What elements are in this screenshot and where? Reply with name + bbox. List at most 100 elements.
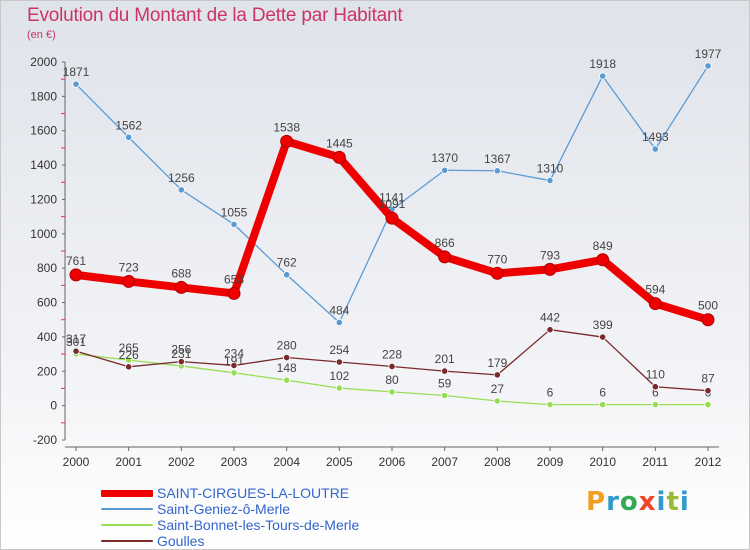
data-label-saint-bonnet-les-tours-de-merle: 6 [652, 386, 659, 400]
data-label-saint-geniez-o-merle: 1871 [63, 65, 90, 79]
x-tick-label-2001: 2001 [115, 455, 142, 469]
data-point-goulles [441, 367, 449, 375]
legend-label-saint-bonnet: Saint-Bonnet-les-Tours-de-Merle [157, 517, 360, 533]
data-point-saint-cirgues-la-loutre [490, 266, 504, 280]
y-tick-label: 1800 [30, 89, 57, 103]
data-point-goulles [283, 353, 291, 362]
data-point-goulles [230, 361, 238, 370]
data-label-goulles: 110 [646, 368, 665, 382]
legend-label-goulles: Goulles [157, 533, 205, 549]
data-label-saint-cirgues-la-loutre: 849 [593, 239, 613, 253]
data-label-saint-geniez-o-merle: 1055 [221, 205, 248, 219]
data-point-saint-cirgues-la-loutre [122, 274, 136, 288]
x-tick-label-2002: 2002 [168, 455, 195, 469]
data-point-goulles [125, 363, 133, 371]
data-point-saint-geniez-o-merle [72, 80, 80, 88]
data-point-saint-geniez-o-merle [230, 220, 238, 228]
data-label-saint-bonnet-les-tours-de-merle: 6 [547, 386, 554, 400]
data-label-goulles: 228 [382, 347, 402, 361]
data-label-saint-bonnet-les-tours-de-merle: 80 [385, 373, 399, 387]
data-label-saint-cirgues-la-loutre: 723 [119, 260, 139, 274]
data-label-saint-bonnet-les-tours-de-merle: 27 [491, 382, 505, 396]
data-point-saint-bonnet-les-tours-de-merle [651, 401, 659, 409]
data-point-goulles [546, 326, 554, 334]
data-label-saint-cirgues-la-loutre: 1091 [379, 197, 406, 211]
data-label-saint-bonnet-les-tours-de-merle: 102 [329, 369, 349, 383]
x-tick-label-2007: 2007 [431, 455, 458, 469]
x-tick-label-2011: 2011 [642, 455, 668, 469]
x-tick-label-2009: 2009 [537, 455, 564, 469]
x-tick-label-2010: 2010 [589, 455, 616, 469]
chart-subtitle: (en €) [27, 29, 56, 41]
data-label-saint-cirgues-la-loutre: 500 [698, 299, 718, 313]
data-point-goulles [177, 358, 185, 366]
data-point-saint-cirgues-la-loutre [438, 250, 452, 264]
data-label-saint-bonnet-les-tours-de-merle: 265 [119, 341, 139, 355]
x-tick-label-2004: 2004 [273, 455, 300, 469]
y-tick-label: 1600 [30, 124, 57, 138]
data-label-saint-bonnet-les-tours-de-merle: 148 [277, 361, 297, 375]
data-label-saint-cirgues-la-loutre: 688 [171, 266, 191, 280]
data-point-saint-bonnet-les-tours-de-merle [441, 391, 449, 400]
data-label-goulles: 234 [224, 346, 244, 360]
data-point-saint-bonnet-les-tours-de-merle [283, 376, 291, 384]
data-point-saint-geniez-o-merle [335, 318, 343, 327]
series-saint-geniez-o-merle: 1871 1562 1256 1055 762 484 1141 1370 1367 1310 19… [63, 47, 722, 327]
data-point-saint-geniez-o-merle [599, 72, 607, 80]
series-saint-cirgues-la-loutre: 761 723 688 653 1538 1445 1091 866 770 793 849 594 5… [66, 120, 718, 327]
data-label-saint-geniez-o-merle: 1977 [695, 47, 722, 61]
data-label-saint-cirgues-la-loutre: 653 [224, 272, 244, 286]
data-label-goulles: 442 [540, 311, 560, 325]
data-label-saint-bonnet-les-tours-de-merle: 6 [599, 386, 606, 400]
data-label-saint-geniez-o-merle: 1918 [589, 57, 616, 71]
data-point-goulles [704, 387, 712, 395]
data-point-saint-cirgues-la-loutre [69, 268, 83, 282]
data-point-saint-geniez-o-merle [493, 167, 501, 175]
data-point-saint-bonnet-les-tours-de-merle [546, 401, 554, 409]
data-point-saint-bonnet-les-tours-de-merle [599, 401, 607, 409]
data-point-saint-geniez-o-merle [125, 133, 133, 141]
data-point-saint-geniez-o-merle [651, 145, 659, 153]
data-point-saint-geniez-o-merle [177, 186, 185, 194]
data-label-saint-geniez-o-merle: 1141 [379, 191, 405, 205]
x-tick-label-2000: 2000 [63, 455, 90, 469]
data-point-saint-bonnet-les-tours-de-merle [388, 388, 396, 396]
data-label-goulles: 201 [435, 352, 455, 366]
y-tick-label: -200 [33, 433, 57, 447]
data-label-goulles: 254 [329, 343, 349, 357]
data-point-saint-cirgues-la-loutre [385, 211, 399, 225]
x-tick-label-2008: 2008 [484, 455, 511, 469]
data-label-saint-geniez-o-merle: 1256 [168, 171, 195, 185]
data-label-saint-geniez-o-merle: 1493 [642, 130, 669, 144]
data-label-saint-bonnet-les-tours-de-merle: 231 [171, 347, 191, 361]
y-tick-label: 200 [37, 364, 57, 378]
data-point-goulles [651, 383, 659, 391]
y-tick-label: 600 [37, 296, 57, 310]
data-label-saint-geniez-o-merle: 1562 [115, 118, 142, 132]
data-label-saint-geniez-o-merle: 1367 [484, 152, 511, 166]
legend-label-saint-geniez: Saint-Geniez-ô-Merle [157, 501, 291, 517]
data-label-goulles: 317 [66, 332, 86, 346]
data-point-saint-geniez-o-merle [546, 176, 554, 185]
y-tick-label: 1200 [30, 192, 57, 206]
x-tick-label-2003: 2003 [221, 455, 248, 469]
data-label-goulles: 256 [171, 343, 191, 357]
data-label-saint-cirgues-la-loutre: 1538 [273, 120, 300, 134]
data-point-saint-cirgues-la-loutre [701, 313, 715, 327]
data-point-saint-cirgues-la-loutre [332, 150, 346, 164]
y-tick-label: 2000 [30, 55, 57, 69]
data-point-saint-cirgues-la-loutre [596, 253, 610, 267]
data-point-goulles [388, 362, 396, 371]
data-label-saint-cirgues-la-loutre: 1445 [326, 136, 353, 150]
data-label-saint-bonnet-les-tours-de-merle: 301 [66, 335, 86, 349]
data-label-saint-geniez-o-merle: 1370 [431, 151, 458, 165]
data-label-goulles: 399 [593, 318, 613, 332]
data-label-saint-geniez-o-merle: 484 [329, 303, 349, 317]
y-tick-label: 400 [37, 330, 57, 344]
data-point-saint-cirgues-la-loutre [543, 262, 557, 276]
data-label-goulles: 179 [487, 356, 507, 370]
x-tick-label-2006: 2006 [379, 455, 406, 469]
data-point-saint-bonnet-les-tours-de-merle [230, 369, 238, 377]
legend-label-saint-cirgues: SAINT-CIRGUES-LA-LOUTRE [157, 485, 350, 501]
